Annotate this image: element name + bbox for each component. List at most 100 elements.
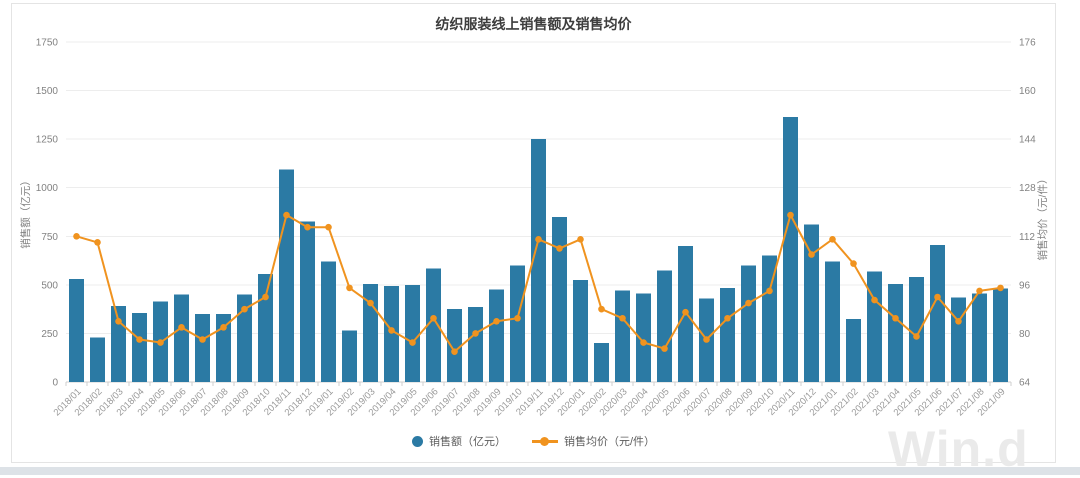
sales-bar[interactable]	[195, 314, 210, 382]
sales-bar[interactable]	[90, 337, 105, 382]
sales-bar[interactable]	[447, 309, 462, 382]
sales-bar[interactable]	[594, 343, 609, 382]
left-axis-tick-label: 750	[41, 232, 58, 243]
price-point[interactable]	[850, 260, 857, 267]
price-point[interactable]	[934, 293, 941, 301]
price-point[interactable]	[556, 245, 563, 252]
price-point[interactable]	[535, 236, 542, 243]
sales-bar[interactable]	[489, 289, 504, 382]
sales-bar[interactable]	[531, 139, 546, 382]
price-point[interactable]	[598, 305, 605, 313]
price-point[interactable]	[976, 287, 983, 295]
price-point[interactable]	[724, 314, 731, 322]
sales-bar[interactable]	[741, 265, 756, 382]
price-point[interactable]	[472, 330, 479, 337]
price-point[interactable]	[703, 336, 710, 343]
sales-bar[interactable]	[174, 294, 189, 382]
sales-bar[interactable]	[132, 313, 147, 382]
price-point[interactable]	[955, 317, 962, 325]
sales-bar[interactable]	[468, 307, 483, 382]
left-axis-tick-label: 1500	[36, 86, 59, 97]
sales-bar[interactable]	[783, 116, 798, 383]
price-point[interactable]	[619, 314, 626, 322]
sales-bar[interactable]	[321, 261, 336, 382]
price-point[interactable]	[73, 232, 80, 240]
sales-price-chart: 0 250 500 750 1000 1250 1500 1750 64 80 96 112 128 14…	[19, 38, 1049, 419]
price-point[interactable]	[430, 314, 437, 322]
sales-bar[interactable]	[804, 224, 819, 382]
sales-bar[interactable]	[993, 288, 1008, 382]
sales-bar[interactable]	[69, 279, 84, 382]
sales-bar[interactable]	[216, 314, 231, 382]
price-point[interactable]	[409, 339, 416, 346]
price-point[interactable]	[241, 305, 248, 313]
price-point[interactable]	[514, 314, 521, 322]
sales-bar[interactable]	[510, 265, 525, 382]
sales-bar[interactable]	[888, 283, 903, 382]
sales-bar[interactable]	[342, 330, 357, 382]
legend-item-price[interactable]: 销售均价（元/件）	[531, 433, 655, 449]
sales-bar[interactable]	[762, 255, 777, 382]
sales-bar[interactable]	[720, 287, 735, 382]
price-point[interactable]	[787, 211, 794, 219]
left-axis-tick-label: 1250	[36, 135, 59, 146]
price-point[interactable]	[199, 336, 206, 343]
chart-legend: 销售额（亿元） 销售均价（元/件）	[12, 433, 1055, 449]
price-point[interactable]	[661, 345, 668, 352]
legend-label-sales: 销售额（亿元）	[428, 436, 506, 448]
price-point[interactable]	[346, 284, 353, 292]
price-point[interactable]	[304, 223, 311, 231]
sales-bar[interactable]	[636, 293, 651, 382]
line-series-marker-icon	[531, 436, 558, 446]
sales-bar[interactable]	[846, 318, 861, 382]
price-point[interactable]	[682, 308, 689, 316]
price-point[interactable]	[262, 293, 269, 301]
sales-bar[interactable]	[615, 290, 630, 382]
price-point[interactable]	[997, 284, 1004, 292]
price-point[interactable]	[577, 236, 584, 243]
sales-bar[interactable]	[426, 268, 441, 382]
sales-bar[interactable]	[552, 216, 567, 382]
price-point[interactable]	[493, 317, 500, 325]
price-point[interactable]	[94, 239, 101, 246]
price-point[interactable]	[829, 236, 836, 243]
sales-bar[interactable]	[279, 169, 294, 382]
price-point[interactable]	[766, 287, 773, 295]
price-point[interactable]	[808, 251, 815, 258]
left-axis-tick-label: 1750	[36, 38, 59, 49]
price-point[interactable]	[367, 299, 374, 307]
sales-bar[interactable]	[930, 245, 945, 382]
price-point[interactable]	[388, 327, 395, 334]
wind-watermark: Win.d	[888, 421, 1029, 477]
price-point[interactable]	[892, 314, 899, 322]
sales-bar[interactable]	[867, 271, 882, 382]
right-axis-tick-label: 96	[1019, 280, 1031, 291]
sales-bar[interactable]	[573, 280, 588, 382]
sales-bar[interactable]	[972, 293, 987, 382]
price-point[interactable]	[640, 339, 647, 346]
chart-title: 纺织服装线上销售额及销售均价	[435, 16, 632, 32]
sales-bar[interactable]	[405, 284, 420, 382]
price-point[interactable]	[913, 333, 920, 340]
left-axis-tick-label: 0	[52, 378, 58, 389]
sales-bar[interactable]	[951, 297, 966, 382]
sales-bar[interactable]	[258, 274, 273, 382]
price-point[interactable]	[157, 339, 164, 346]
sales-bar[interactable]	[657, 270, 672, 382]
legend-item-sales[interactable]: 销售额（亿元）	[411, 433, 506, 449]
sales-bar[interactable]	[300, 221, 315, 382]
price-point[interactable]	[220, 324, 227, 331]
price-point[interactable]	[871, 296, 878, 304]
price-point[interactable]	[136, 336, 143, 343]
price-point[interactable]	[325, 223, 332, 231]
price-point[interactable]	[451, 348, 458, 355]
price-point[interactable]	[283, 211, 290, 219]
sales-bar[interactable]	[237, 294, 252, 382]
sales-bar[interactable]	[384, 285, 399, 382]
price-point[interactable]	[745, 299, 752, 307]
price-point[interactable]	[115, 317, 122, 325]
price-point[interactable]	[178, 324, 185, 331]
sales-bar[interactable]	[909, 277, 924, 382]
right-axis-tick-label: 112	[1019, 232, 1035, 243]
sales-bar[interactable]	[825, 261, 840, 382]
